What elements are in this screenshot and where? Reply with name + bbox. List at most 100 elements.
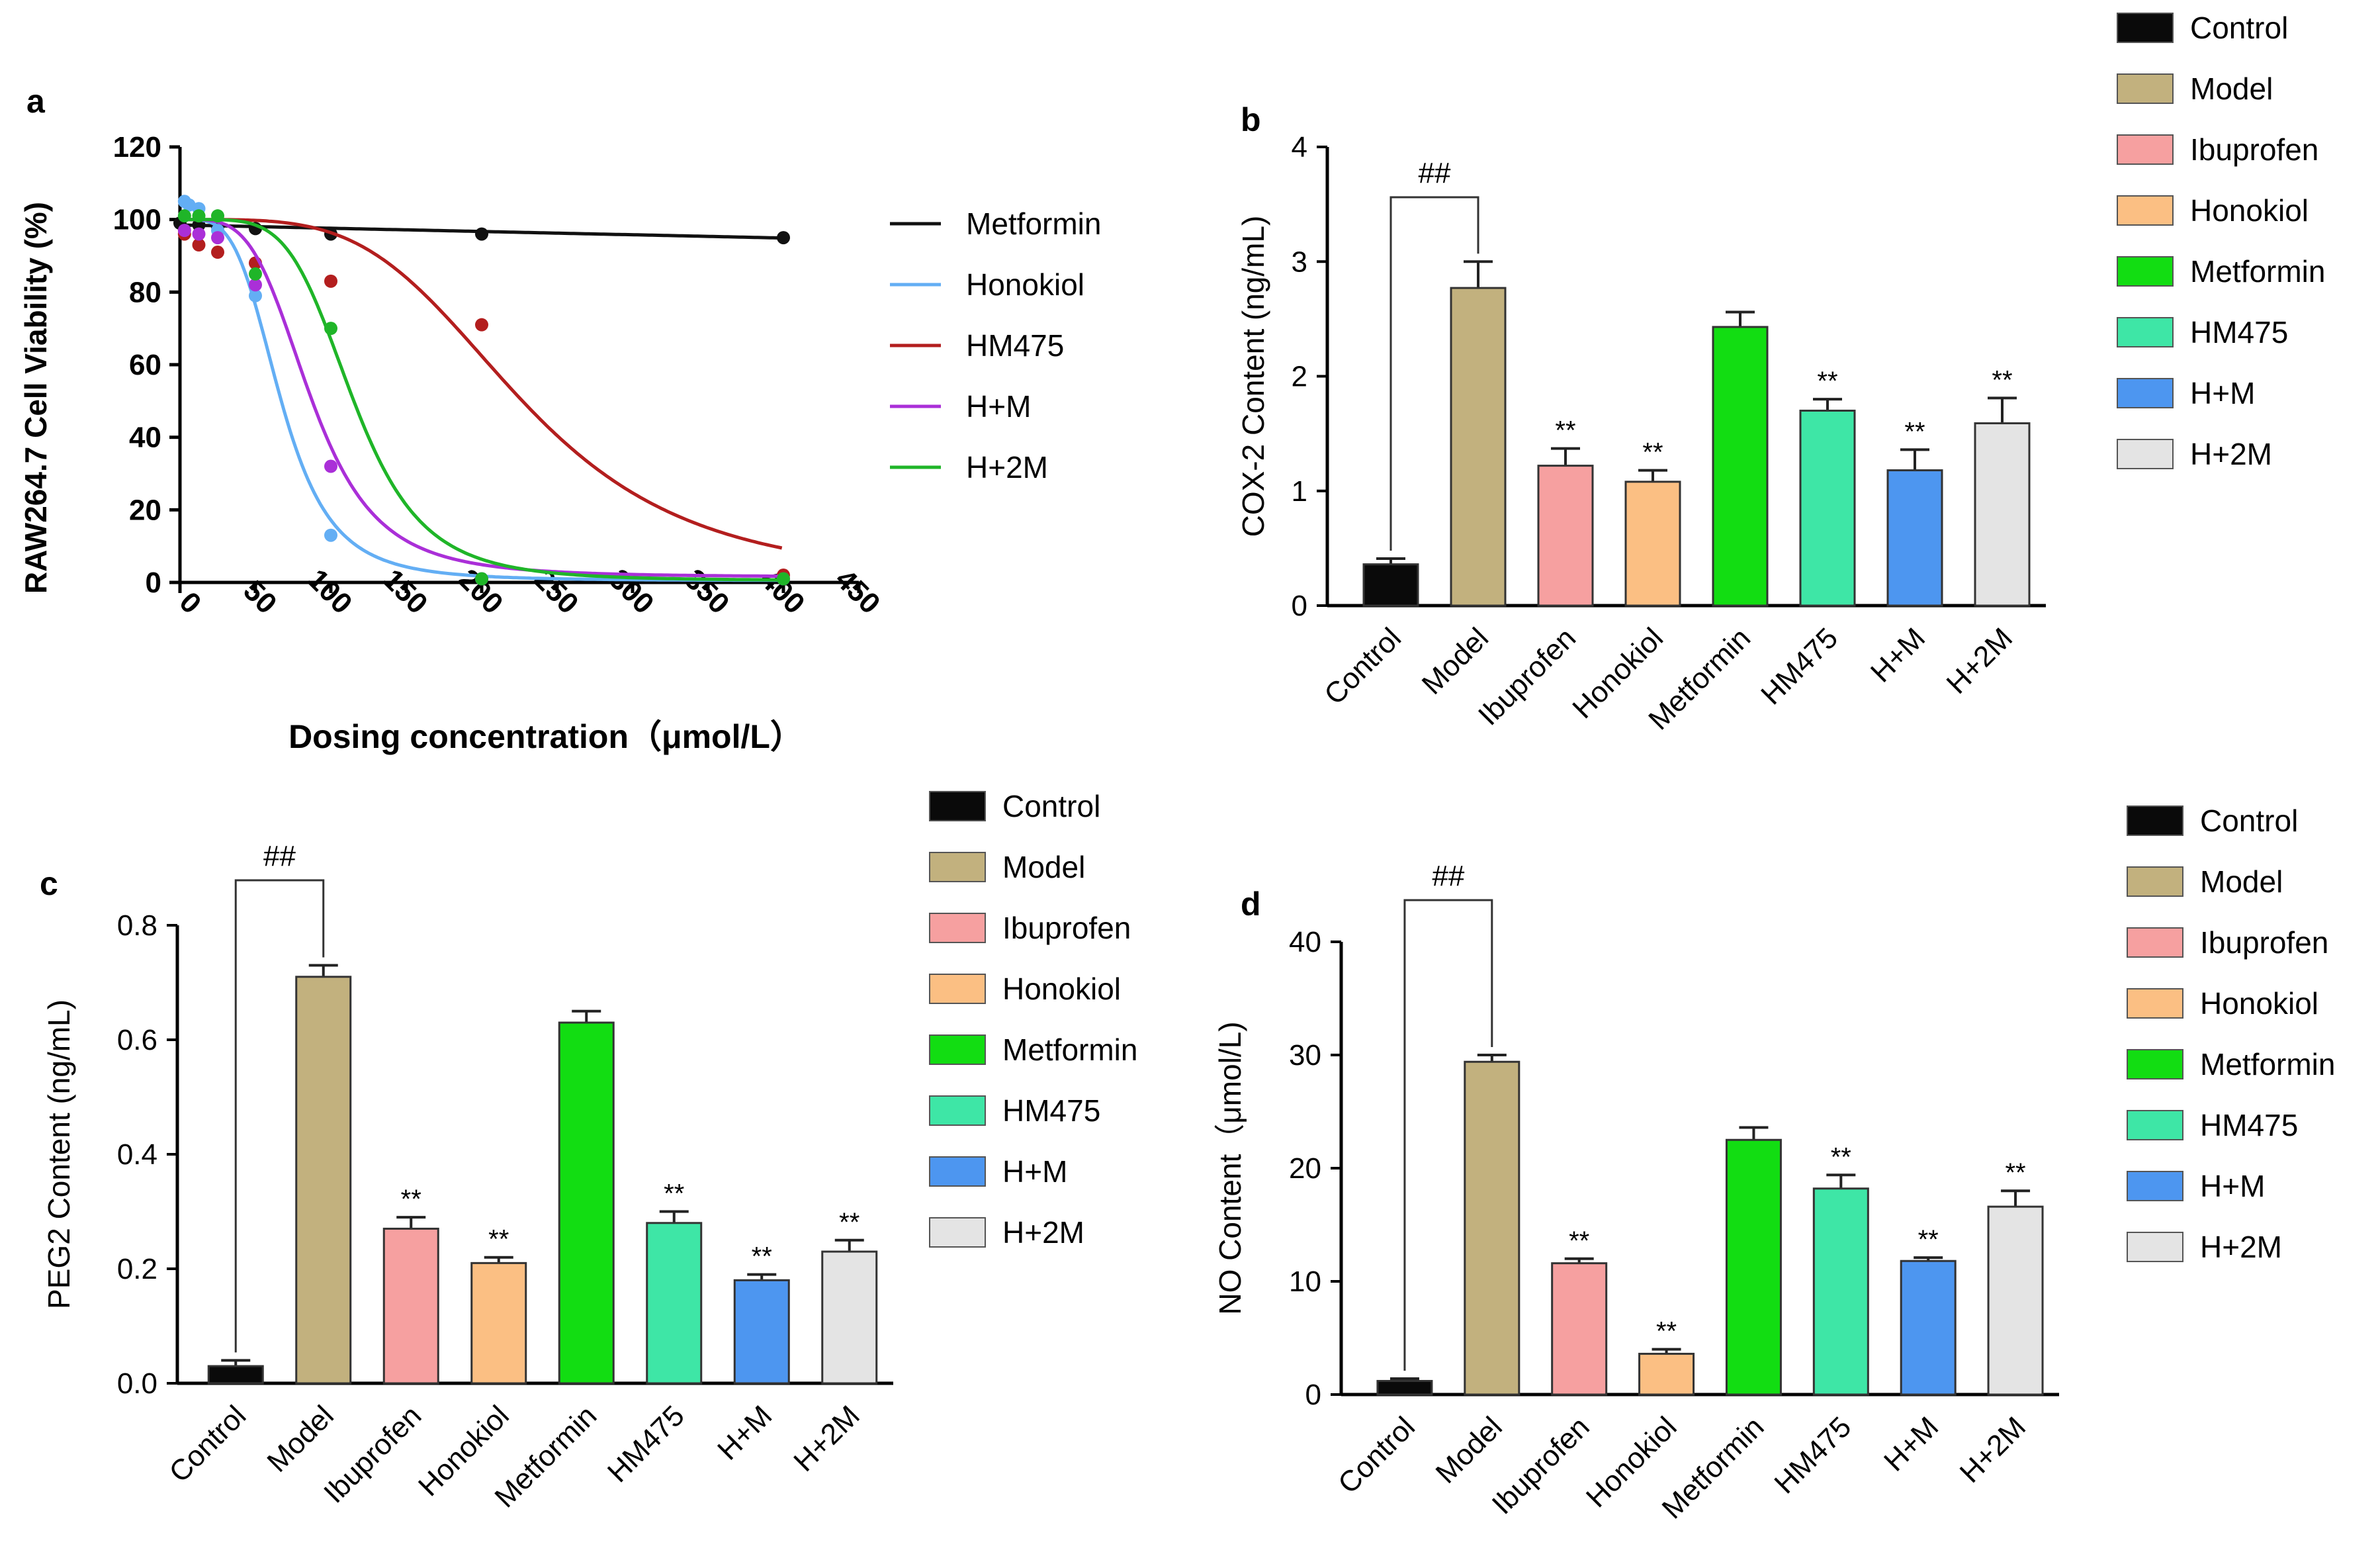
panel-c-y-tick-label: 0.6 (117, 1024, 157, 1056)
bar-hplusm (1900, 1260, 1957, 1396)
significance-honokiol: ** (488, 1225, 509, 1254)
panel-a-x-tick-label: 200 (452, 563, 509, 621)
point-hm475 (211, 246, 224, 259)
significance-hplus2m: ** (2005, 1158, 2025, 1187)
panel-a-x-tick-label: 300 (603, 563, 660, 621)
bar-honokiol (1638, 1352, 1695, 1396)
legend-b-swatch-hplusm (2117, 378, 2174, 408)
panel-d-y-tick-label: 10 (1289, 1265, 1321, 1298)
legend-d-label-control: Control (2200, 803, 2298, 838)
panel-a-x-tick-label: 100 (301, 563, 359, 621)
panel-b-significance-bracket (1389, 196, 1479, 551)
curve-hm475 (181, 218, 783, 550)
legend-d-swatch-model (2127, 866, 2183, 897)
panel-c-y-tick-label: 0.4 (117, 1138, 157, 1171)
legend-b-label-hplus2m: H+2M (2190, 437, 2272, 471)
legend-c-label-hm475: HM475 (1002, 1093, 1100, 1128)
panel-b-y-tick-label: 4 (1292, 131, 1307, 163)
point-hm475 (475, 318, 488, 332)
panel-a-x-axis-title: Dosing concentration（μmol/L） (288, 718, 803, 755)
legend-d-swatch-hplus2m (2127, 1232, 2183, 1262)
significance-hplus2m: ** (1992, 365, 2012, 394)
panel-d-letter: d (1241, 886, 1261, 923)
legend-c-swatch-control (929, 791, 986, 821)
bar-hm475 (1799, 409, 1856, 607)
bar-hplusm (1886, 469, 1943, 607)
x-tick-label-hplusm: H+M (711, 1399, 778, 1466)
curve-hplusm (181, 218, 782, 578)
legend-d-label-hm475: HM475 (2200, 1108, 2298, 1142)
point-hplus2m (475, 572, 488, 586)
legend-b-swatch-control (2117, 13, 2174, 43)
legend-b-swatch-hm475 (2117, 317, 2174, 347)
significance-hplusm: ** (1918, 1225, 1939, 1254)
panel-c-peg2-bar-chart: c 0.0 0.2 0.4 0.6 0.8 PEG2 Content (ng/mL) Cont… (40, 789, 1137, 1514)
bar-honokiol (1624, 481, 1681, 607)
legend-b-swatch-model (2117, 73, 2174, 104)
bar-hm475 (646, 1222, 703, 1385)
point-hplus2m (192, 209, 206, 223)
point-hplusm (177, 224, 191, 238)
legend-d-label-ibuprofen: Ibuprofen (2200, 925, 2328, 960)
panel-c-significance-bracket (234, 879, 325, 1353)
significance-hm475: ** (1817, 367, 1837, 396)
panel-b-y-axis-title: COX-2 Content (ng/mL) (1236, 216, 1270, 537)
bar-metformin (558, 1021, 615, 1385)
panel-a-y-tick-label: 80 (129, 276, 161, 308)
legend-b-label-model: Model (2190, 71, 2273, 106)
bar-model (1450, 287, 1507, 607)
panel-a-y-tick-label: 60 (129, 349, 161, 381)
legend-d-label-metformin: Metformin (2200, 1047, 2335, 1081)
legend-c-label-control: Control (1002, 789, 1100, 823)
significance-honokiol: ** (1656, 1317, 1677, 1346)
legend-d-label-hplusm: H+M (2200, 1169, 2265, 1203)
legend-b-label-hm475: HM475 (2190, 315, 2288, 349)
panel-c-y-tick-label: 0.2 (117, 1253, 157, 1285)
legend-a-label-metformin: Metformin (966, 206, 1101, 241)
panel-b-y-tick-label: 1 (1292, 475, 1307, 508)
legend-b-label-metformin: Metformin (2190, 254, 2325, 289)
bar-hm475 (1812, 1187, 1869, 1396)
panel-a-x-tick-label: 350 (678, 563, 736, 621)
x-tick-label-hplus2m: H+2M (787, 1399, 866, 1478)
point-hplus2m (249, 267, 262, 281)
x-tick-label-hplusm: H+M (1878, 1410, 1945, 1477)
panel-b-y-tick-label: 0 (1292, 590, 1307, 622)
point-hplusm (324, 459, 337, 473)
significance-ibuprofen: ** (1569, 1226, 1589, 1256)
legend-c-swatch-ibuprofen (929, 913, 986, 943)
x-tick-label-hm475: HM475 (1768, 1410, 1857, 1500)
panel-a-x-tick-label: 0 (173, 586, 208, 620)
x-tick-label-control: Control (163, 1399, 252, 1489)
legend-d-swatch-ibuprofen (2127, 927, 2183, 958)
significance-ibuprofen: ** (1555, 416, 1575, 445)
legend-c-swatch-hplusm (929, 1156, 986, 1187)
panel-a-y-axis-title: RAW264.7 Cell Viability (%) (19, 202, 53, 594)
panel-b-bracket-label: ## (1419, 157, 1451, 189)
x-tick-label-control: Control (1318, 621, 1407, 711)
x-tick-label-ibuprofen: Ibuprofen (1472, 621, 1582, 731)
legend-c-label-hplusm: H+M (1002, 1154, 1067, 1189)
legend-a-label-hplus2m: H+2M (966, 450, 1048, 484)
panel-b-letter: b (1241, 101, 1261, 138)
significance-hplusm: ** (1904, 417, 1925, 446)
x-tick-label-hplusm: H+M (1865, 621, 1931, 688)
bar-ibuprofen (1537, 465, 1594, 607)
legend-d-label-hplus2m: H+2M (2200, 1230, 2282, 1264)
legend-b-swatch-metformin (2117, 256, 2174, 287)
legend-c-label-hplus2m: H+2M (1002, 1215, 1084, 1250)
bar-metformin (1725, 1138, 1782, 1396)
bar-control (1362, 563, 1419, 607)
bar-model (295, 976, 352, 1385)
bar-metformin (1712, 326, 1769, 607)
bar-hplusm (733, 1279, 790, 1385)
x-tick-label-hplus2m: H+2M (1954, 1410, 2033, 1489)
significance-hplusm: ** (752, 1242, 772, 1271)
legend-c-swatch-hplus2m (929, 1217, 986, 1248)
legend-d-swatch-honokiol (2127, 988, 2183, 1019)
point-honokiol (249, 289, 262, 302)
legend-c-swatch-honokiol (929, 974, 986, 1004)
panel-c-y-tick-label: 0.0 (117, 1367, 157, 1400)
